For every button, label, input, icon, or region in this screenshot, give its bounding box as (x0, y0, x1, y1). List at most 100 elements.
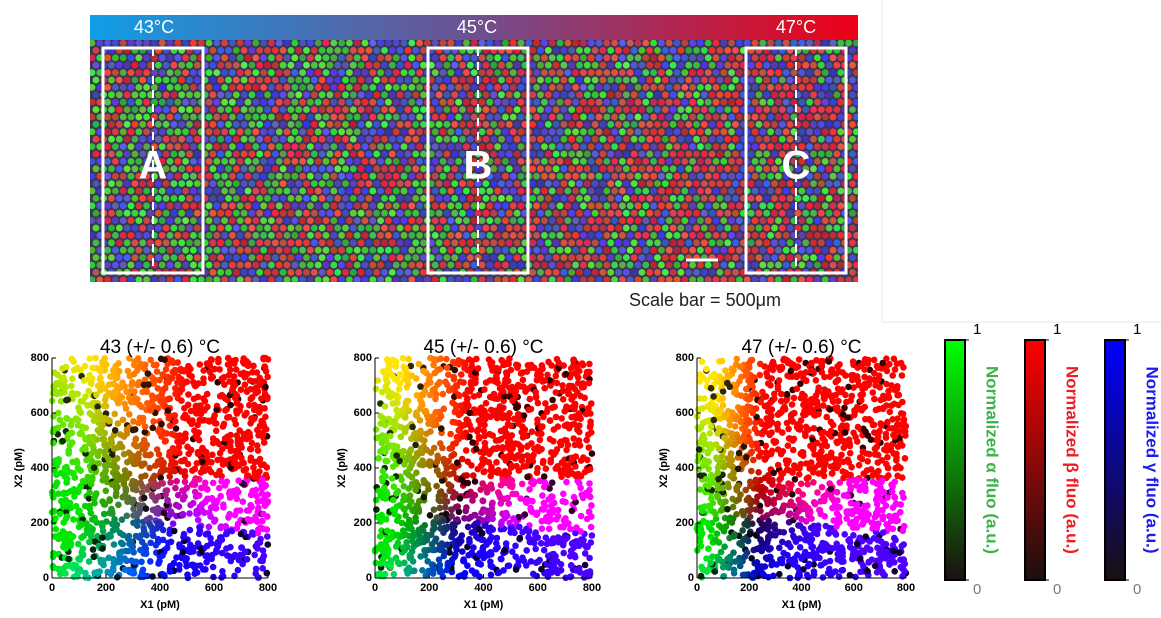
bead (661, 135, 669, 143)
bead (244, 84, 252, 91)
bead (798, 232, 806, 239)
bead (537, 195, 544, 202)
bead (630, 76, 638, 84)
bead (576, 61, 583, 69)
bead (502, 246, 509, 254)
bead (509, 113, 517, 121)
bead (751, 40, 759, 47)
bead (470, 187, 478, 195)
scatter-point (257, 376, 264, 384)
bead (502, 54, 509, 62)
bead (346, 202, 353, 210)
bead (439, 128, 447, 136)
bead (732, 121, 739, 128)
bead (829, 143, 837, 151)
bead (123, 91, 131, 99)
scatter-point (233, 399, 241, 406)
bead (583, 165, 591, 173)
bead (494, 113, 501, 121)
bead (865, 121, 872, 128)
bead (513, 239, 521, 247)
bead (369, 217, 377, 225)
scatter-point (125, 532, 133, 540)
bead (451, 150, 459, 158)
bead (505, 254, 513, 261)
bead (537, 165, 544, 173)
bead (119, 232, 127, 239)
bead (392, 217, 400, 225)
bead (611, 172, 618, 180)
scatter-point (234, 566, 242, 574)
bead (646, 76, 654, 84)
bead (439, 98, 447, 106)
bead (646, 224, 654, 232)
scatter-point (79, 477, 87, 485)
bead (587, 202, 595, 210)
bead (193, 106, 201, 113)
bead (439, 113, 447, 121)
bead (810, 150, 817, 158)
bead (661, 224, 669, 232)
bead (689, 187, 696, 195)
scatter-point (100, 402, 108, 410)
bead (849, 76, 856, 84)
bead (174, 98, 182, 106)
bead (634, 40, 642, 47)
bead (611, 246, 618, 254)
bead (661, 180, 669, 188)
bead (240, 121, 248, 128)
bead (334, 224, 342, 232)
bead (619, 187, 626, 195)
bead (225, 91, 232, 99)
bead (642, 69, 650, 76)
scatter-point (161, 438, 169, 445)
scatter-point (94, 570, 101, 577)
bead (291, 143, 299, 151)
bead (720, 143, 728, 151)
bead (470, 143, 478, 151)
bead (205, 261, 213, 269)
bead (486, 54, 494, 62)
bead (697, 187, 704, 195)
bead (517, 128, 525, 136)
bead (646, 91, 654, 99)
bead (279, 180, 287, 188)
bead (334, 91, 342, 99)
bead (665, 84, 673, 91)
scatter-point (244, 472, 251, 479)
bead (704, 187, 712, 195)
bead (767, 202, 774, 210)
scatter-point (178, 386, 186, 393)
bead (544, 165, 552, 173)
bead (291, 158, 299, 165)
bead (646, 269, 654, 276)
bead (236, 113, 244, 121)
bead (388, 224, 396, 232)
scatter-point (163, 430, 170, 437)
bead (470, 69, 478, 76)
bead (669, 121, 677, 128)
bead (369, 54, 377, 62)
bead (829, 113, 837, 121)
scatter-point (198, 548, 205, 556)
bead (724, 269, 732, 276)
bead (346, 128, 353, 136)
scatter-point (207, 374, 215, 381)
plot-title: 43 (+/- 0.6) °C (100, 337, 220, 358)
bead (568, 165, 576, 173)
bead (658, 232, 665, 239)
bead (408, 276, 416, 282)
bead (767, 98, 774, 106)
bead (346, 232, 353, 239)
scatter-point (135, 534, 143, 541)
bead (236, 246, 244, 254)
scatter-point (200, 566, 207, 573)
bead (256, 135, 264, 143)
bead (271, 269, 279, 276)
scatter-point (49, 491, 56, 499)
bead (817, 180, 825, 188)
bead (634, 232, 642, 239)
scatter-point (240, 459, 247, 467)
bead (533, 172, 540, 180)
